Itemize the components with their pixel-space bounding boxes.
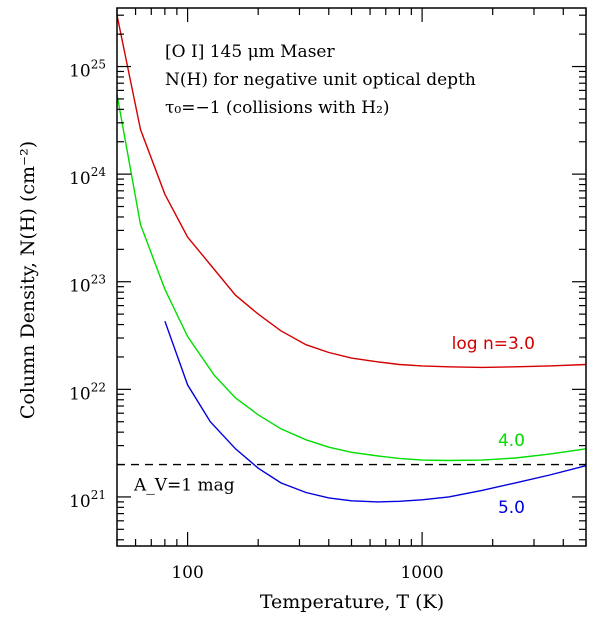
series-line-2 — [164, 320, 587, 503]
y-tick-label-exponent: 21 — [91, 488, 106, 502]
annotation-tau: τ₀=−1 (collisions with H₂) — [165, 98, 390, 118]
y-tick-label: 1022 — [69, 380, 106, 404]
y-tick-label: 1025 — [69, 58, 106, 82]
annotation-title: [O I] 145 μm Maser — [165, 42, 335, 62]
y-tick-label-exponent: 25 — [91, 58, 106, 72]
y-tick-label-exponent: 23 — [91, 273, 106, 287]
y-tick-label-base: 10 — [69, 62, 91, 82]
y-tick-label-base: 10 — [69, 277, 91, 297]
y-tick-label-exponent: 22 — [91, 380, 106, 394]
y-tick-label-base: 10 — [69, 384, 91, 404]
reference-layer: A_V=1 mag — [117, 463, 586, 496]
series-label-2: 5.0 — [498, 498, 525, 518]
y-tick-label-base: 10 — [69, 169, 91, 189]
y-tick-label: 1024 — [69, 165, 106, 189]
y-tick-label: 1023 — [69, 273, 106, 297]
y-tick-label: 1021 — [69, 488, 106, 512]
annotation-subtitle: N(H) for negative unit optical depth — [165, 70, 476, 90]
x-tick-label: 100 — [171, 563, 203, 583]
av-reference-label: A_V=1 mag — [133, 476, 235, 496]
series-label-1: 4.0 — [498, 431, 525, 451]
series-label-0: log n=3.0 — [452, 334, 535, 354]
plot-frame — [116, 7, 587, 547]
y-tick-label-base: 10 — [69, 492, 91, 512]
series-line-0 — [116, 15, 587, 369]
y-axis-label: Column Density, N(H) (cm⁻²) — [17, 141, 39, 419]
x-axis-label: Temperature, T (K) — [260, 591, 444, 613]
series-layer: log n=3.0 4.0 5.0 — [116, 15, 587, 518]
y-tick-label-exponent: 24 — [91, 165, 107, 179]
series-line-1 — [116, 94, 587, 462]
x-tick-label: 1000 — [400, 563, 443, 583]
